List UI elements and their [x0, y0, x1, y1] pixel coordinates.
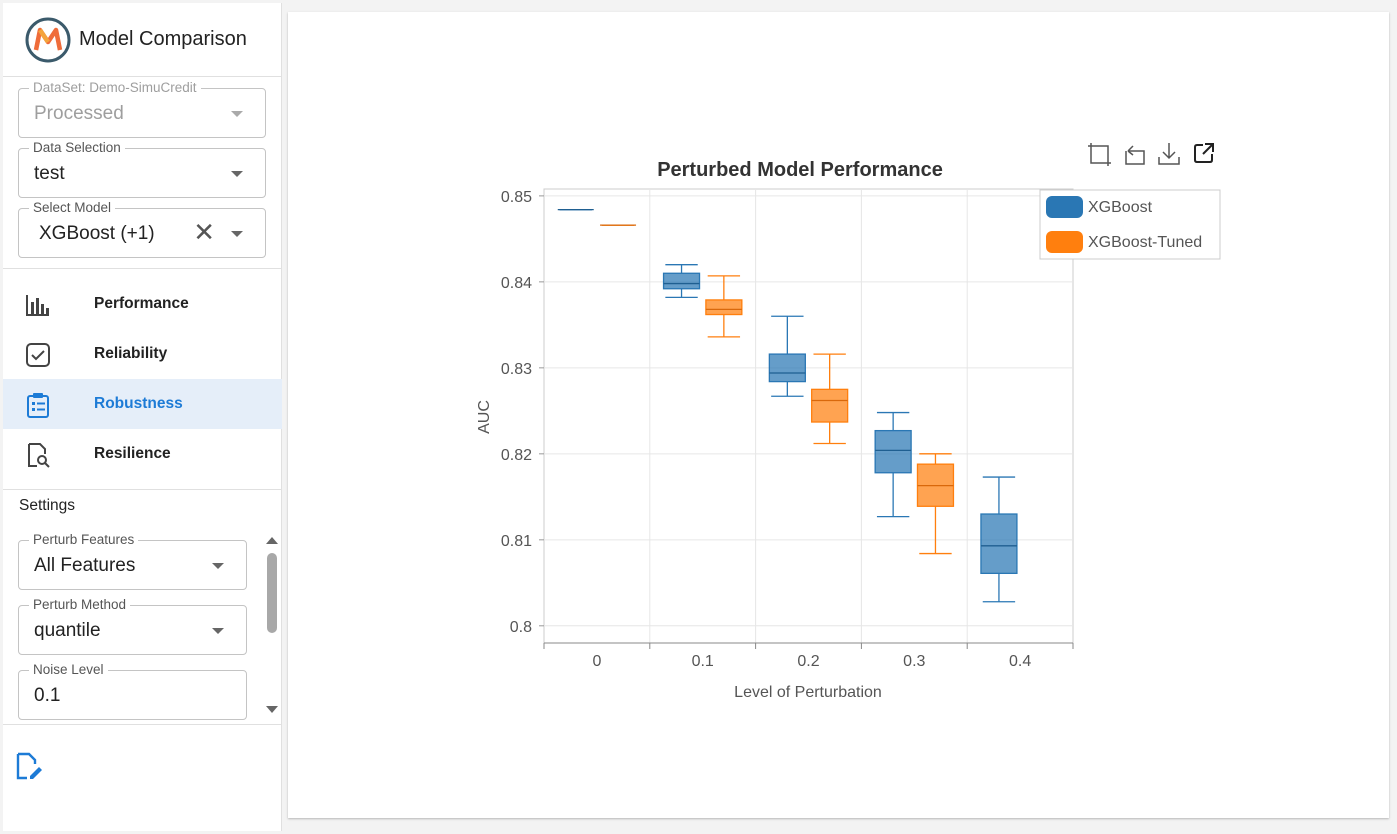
perturb-method-legend: Perturb Method	[29, 597, 131, 613]
y-axis-label: AUC	[476, 400, 493, 434]
perturb-features-value: All Features	[34, 555, 136, 576]
clear-icon[interactable]: ✕	[193, 217, 215, 247]
data-selection-select[interactable]: Data Selection test	[18, 140, 266, 198]
noise-level-legend: Noise Level	[29, 662, 108, 678]
chevron-down-icon[interactable]	[231, 231, 243, 237]
nav-label-reliability: Reliability	[94, 345, 168, 362]
box-xgboost-0.4	[980, 476, 1018, 603]
y-tick-label: 0.85	[501, 189, 532, 206]
y-tick-label: 0.8	[510, 619, 532, 636]
perturb-features-legend: Perturb Features	[29, 532, 139, 548]
select-model-value: XGBoost (+1)	[39, 223, 155, 244]
settings-title: Settings	[19, 497, 76, 514]
divider	[3, 489, 282, 490]
sidebar: Model Comparison DataSet: Demo-SimuCredi…	[3, 3, 282, 831]
iqr-box	[980, 513, 1018, 575]
plot-area: 0.8 0.81 0.82 0.83 0.84 0.85 0 0.1 0.2 0.3 0.4	[501, 188, 1074, 670]
dataset-legend: DataSet: Demo-SimuCredit	[29, 80, 201, 96]
perturb-features-select[interactable]: Perturb Features All Features	[18, 532, 247, 590]
iqr-box	[811, 388, 849, 423]
chart: Perturbed Model Performance 0.80.810.820…	[476, 143, 1221, 701]
scroll-down-icon[interactable]	[266, 706, 278, 713]
divider	[3, 268, 282, 269]
y-tick-label: 0.83	[501, 361, 532, 378]
box-xgboost-tuned-0.2	[811, 353, 849, 445]
x-axis-label: Level of Perturbation	[734, 684, 882, 701]
open-external-icon[interactable]	[1194, 143, 1214, 163]
box-xgboost-0.2	[768, 315, 806, 397]
box-xgboost-tuned-0.3	[916, 453, 955, 555]
plot-frame	[543, 188, 1074, 644]
divider	[3, 724, 282, 725]
noise-level-input[interactable]: Noise Level 0.1	[18, 662, 247, 720]
data-selection-value: test	[34, 163, 65, 184]
select-model-select[interactable]: Select Model XGBoost (+1) ✕	[18, 200, 266, 258]
clipboard-list-icon	[27, 393, 49, 418]
data-selection-legend: Data Selection	[29, 140, 125, 156]
scroll-thumb[interactable]	[267, 553, 277, 633]
app-title: Model Comparison	[79, 28, 247, 50]
zoom-select-icon[interactable]	[1088, 143, 1111, 166]
dataset-select: DataSet: Demo-SimuCredit Processed	[18, 80, 266, 138]
iqr-box	[768, 353, 806, 383]
x-tick-label: 0.1	[692, 653, 714, 670]
check-badge-icon	[26, 343, 50, 367]
nav-label-robustness: Robustness	[94, 395, 183, 412]
box-xgboost-0.1	[662, 264, 701, 298]
box-xgboost-0.3	[874, 411, 912, 518]
legend-label: XGBoost	[1088, 199, 1153, 216]
noise-level-value[interactable]: 0.1	[34, 685, 61, 706]
m-logo-icon	[25, 17, 71, 62]
box-xgboost-tuned-0.1	[705, 275, 743, 338]
settings-scrollbar[interactable]	[265, 531, 279, 723]
nav-label-resilience: Resilience	[94, 445, 171, 462]
app-header: Model Comparison	[3, 3, 281, 77]
chevron-down-icon[interactable]	[231, 171, 243, 177]
bar-chart-icon	[26, 295, 49, 316]
nav-item-reliability[interactable]: Reliability	[3, 329, 282, 379]
perturb-method-select[interactable]: Perturb Method quantile	[18, 597, 247, 655]
select-model-legend: Select Model	[29, 200, 116, 216]
zoom-reset-icon[interactable]	[1125, 145, 1145, 165]
chevron-down-icon[interactable]	[212, 628, 224, 634]
dataset-value: Processed	[34, 103, 124, 124]
scroll-up-icon[interactable]	[266, 537, 278, 544]
x-tick-label: 0.2	[797, 653, 819, 670]
chart-legend: XGBoost XGBoost-Tuned	[1039, 189, 1221, 260]
iqr-box	[874, 429, 912, 474]
y-tick-label: 0.84	[501, 275, 532, 292]
x-tick-label: 0	[592, 653, 601, 670]
iqr-box	[662, 272, 701, 290]
main-panel: Perturbed Model Performance 0.8 0.81 0.82 0…	[288, 12, 1389, 818]
nav-label-performance: Performance	[94, 295, 189, 312]
chevron-down-icon	[231, 111, 243, 117]
legend-swatch	[1046, 196, 1083, 218]
chart-toolbar	[1088, 143, 1214, 166]
y-tick-label: 0.82	[501, 447, 532, 464]
legend-label: XGBoost-Tuned	[1088, 234, 1202, 251]
iqr-box	[705, 299, 743, 316]
x-tick-label: 0.4	[1009, 653, 1031, 670]
y-tick-label: 0.81	[501, 533, 532, 550]
x-tick-label: 0.3	[903, 653, 925, 670]
doc-search-icon	[28, 443, 50, 468]
nav-item-resilience[interactable]: Resilience	[3, 429, 282, 479]
legend-swatch	[1046, 231, 1083, 253]
chevron-down-icon[interactable]	[212, 563, 224, 569]
download-icon[interactable]	[1158, 143, 1180, 165]
edit-report-icon[interactable]	[15, 751, 43, 781]
nav-item-robustness[interactable]: Robustness	[3, 379, 282, 429]
chart-title: Perturbed Model Performance	[657, 159, 943, 181]
perturb-method-value: quantile	[34, 620, 101, 641]
nav-item-performance[interactable]: Performance	[3, 279, 282, 329]
